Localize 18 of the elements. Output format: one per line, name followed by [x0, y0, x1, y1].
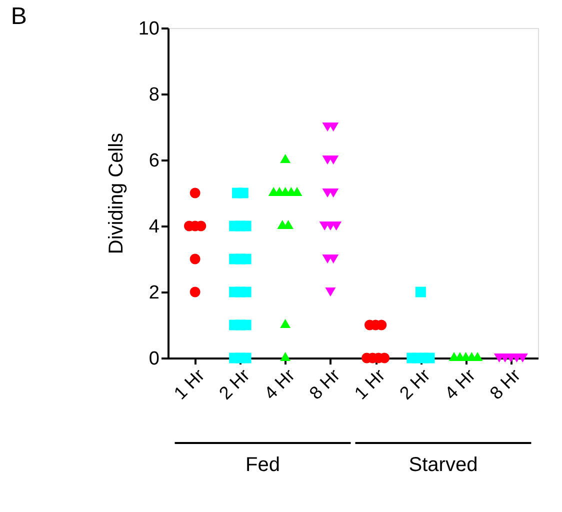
- text: Starved: [408, 454, 478, 476]
- y-tick-label: 2: [148, 282, 160, 304]
- x-tick-label: 4 Hr: [440, 365, 480, 404]
- y-tick-label: 8: [148, 84, 160, 106]
- x-tick-label: 4 Hr: [260, 365, 299, 404]
- y-tick-label: 4: [148, 216, 160, 238]
- x-tick-label: 1 Hr: [350, 365, 389, 404]
- y-tick-label: 10: [138, 18, 160, 40]
- y-axis-title: Dividing Cells: [105, 132, 128, 254]
- chart-title: B: [10, 3, 27, 30]
- x-tick-label: 2 Hr: [215, 365, 254, 404]
- x-tick-label: 2 Hr: [396, 365, 434, 404]
- y-tick-label: 6: [148, 150, 160, 172]
- text: Fed: [246, 454, 280, 476]
- x-tick-label: 1 Hr: [170, 365, 208, 404]
- x-tick-label: 8 Hr: [486, 365, 524, 404]
- x-tick-label: 8 Hr: [305, 365, 344, 404]
- y-tick-label: 0: [148, 348, 160, 370]
